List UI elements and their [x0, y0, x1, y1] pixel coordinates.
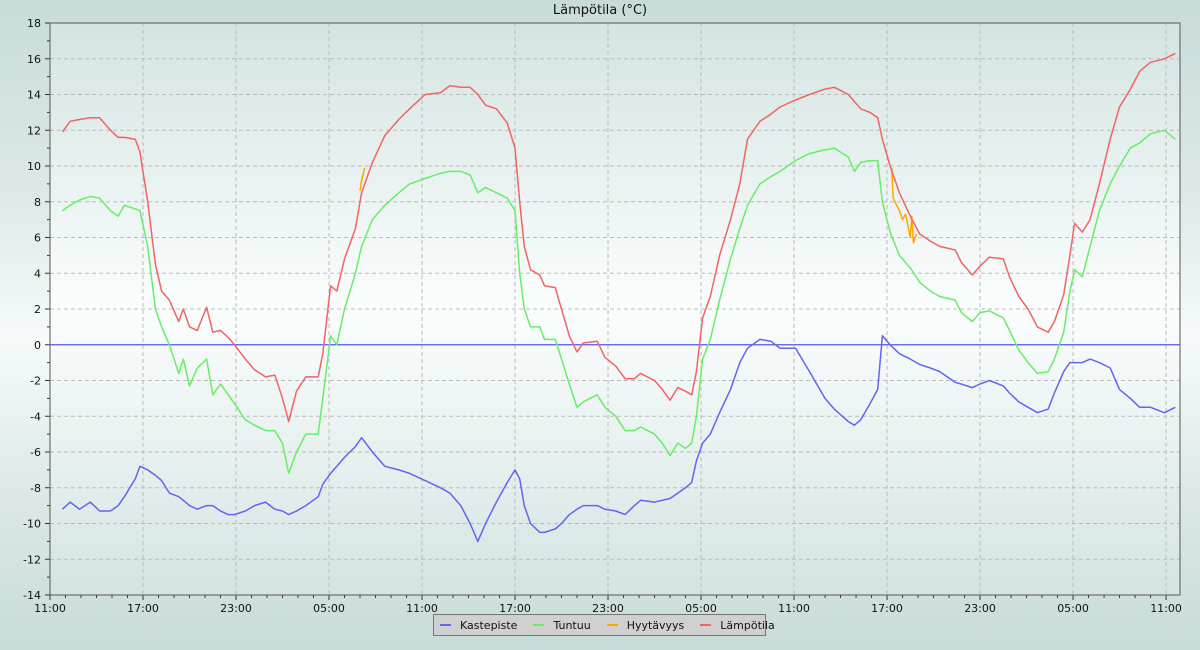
x-tick-label: 11:00: [34, 602, 66, 615]
x-tick-label: 05:00: [313, 602, 345, 615]
legend-item-tuntuu: Tuntuu: [533, 618, 591, 632]
y-tick-label: 4: [34, 267, 41, 280]
y-tick-label: -6: [30, 446, 41, 459]
legend-label: Hyytävyys: [626, 618, 685, 632]
x-tick-label: 11:00: [1150, 602, 1182, 615]
x-tick-label: 17:00: [871, 602, 903, 615]
legend-label: Kastepiste: [460, 618, 518, 632]
y-tick-label: 18: [27, 17, 41, 30]
y-tick-label: 0: [34, 339, 41, 352]
y-tick-label: -14: [23, 589, 41, 602]
x-tick-label: 17:00: [127, 602, 159, 615]
series-line-kastepiste: [61, 335, 1176, 543]
y-tick-label: -4: [30, 410, 41, 423]
y-tick-label: 6: [34, 232, 41, 245]
y-tick-label: -8: [30, 482, 41, 495]
y-tick-label: 10: [27, 160, 41, 173]
legend-item-lampotila: Lämpötila: [700, 618, 775, 632]
legend-item-hyytavyys: Hyytävyys: [606, 618, 685, 632]
x-tick-label: 05:00: [1057, 602, 1089, 615]
x-tick-label: 23:00: [592, 602, 624, 615]
x-tick-label: 17:00: [499, 602, 531, 615]
series-line-hyytavyys: [359, 167, 366, 192]
y-tick-label: 16: [27, 53, 41, 66]
y-tick-label: -12: [23, 553, 41, 566]
y-tick-label: 8: [34, 196, 41, 209]
y-tick-label: 2: [34, 303, 41, 316]
x-tick-label: 11:00: [778, 602, 810, 615]
y-tick-label: -2: [30, 375, 41, 388]
legend-swatch: [606, 624, 618, 626]
y-tick-label: -10: [23, 518, 41, 531]
legend-swatch: [700, 624, 712, 626]
legend-item-kastepiste: Kastepiste: [440, 619, 517, 632]
x-tick-label: 05:00: [685, 602, 717, 615]
series-line-tuntuu: [61, 129, 1176, 475]
series-line-hyytavyys: [890, 167, 918, 244]
legend-swatch: [440, 624, 451, 626]
x-tick-label: 23:00: [220, 602, 252, 615]
plot-border: [49, 22, 1181, 596]
legend-label: Tuntuu: [553, 618, 591, 632]
x-tick-label: 23:00: [964, 602, 996, 615]
legend-swatch: [533, 624, 545, 626]
y-tick-label: 12: [27, 124, 41, 137]
x-tick-label: 11:00: [406, 602, 438, 615]
legend: Kastepiste Tuntuu Hyytävyys Lämpötila: [433, 614, 775, 636]
series-line-lampotila: [61, 52, 1176, 423]
chart-title: Lämpötila (°C): [552, 3, 648, 18]
y-tick-label: 14: [27, 89, 41, 102]
legend-label: Lämpötila: [720, 618, 775, 632]
